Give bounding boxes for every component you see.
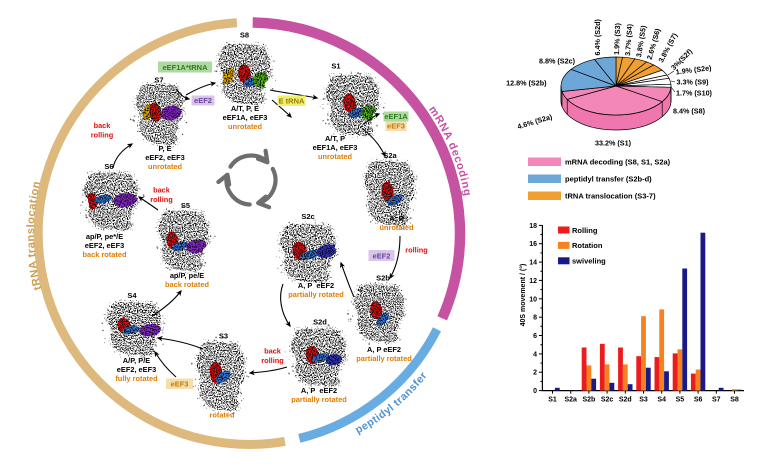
svg-text:eEF2: eEF2 bbox=[373, 252, 391, 261]
svg-text:A, P eEF2: A, P eEF2 bbox=[367, 345, 401, 354]
svg-text:1.9% (S3): 1.9% (S3) bbox=[612, 22, 622, 55]
svg-text:S1: S1 bbox=[548, 397, 557, 404]
svg-text:tRNA translocation (S3-7): tRNA translocation (S3-7) bbox=[565, 192, 656, 201]
svg-text:P, E: P, E bbox=[158, 144, 171, 153]
svg-text:S2d: S2d bbox=[619, 397, 632, 404]
svg-text:partially rotated: partially rotated bbox=[288, 290, 344, 299]
svg-text:eEF1A*tRNA: eEF1A*tRNA bbox=[162, 63, 208, 72]
svg-text:back rotated: back rotated bbox=[83, 250, 127, 259]
svg-text:S2a: S2a bbox=[564, 397, 577, 404]
svg-text:partially rotated: partially rotated bbox=[291, 395, 347, 404]
svg-text:Rotation: Rotation bbox=[572, 241, 603, 250]
svg-text:partially rotated: partially rotated bbox=[356, 354, 412, 363]
svg-text:E tRNA: E tRNA bbox=[279, 97, 305, 106]
svg-text:10: 10 bbox=[529, 296, 537, 303]
svg-text:S2b: S2b bbox=[582, 397, 595, 404]
svg-text:12: 12 bbox=[529, 278, 537, 285]
svg-text:eEF1A, eEF3: eEF1A, eEF3 bbox=[223, 113, 268, 122]
svg-text:S5: S5 bbox=[181, 201, 190, 210]
svg-text:eEF1A: eEF1A bbox=[384, 112, 408, 121]
svg-text:12.8% (S2b): 12.8% (S2b) bbox=[506, 79, 547, 88]
svg-text:eEF3: eEF3 bbox=[171, 380, 189, 389]
svg-text:eEF3: eEF3 bbox=[387, 122, 405, 131]
svg-text:A/T, P: A/T, P bbox=[325, 134, 345, 143]
svg-text:S6: S6 bbox=[694, 397, 703, 404]
svg-text:33.2% (S1): 33.2% (S1) bbox=[595, 138, 632, 147]
svg-text:18: 18 bbox=[529, 223, 537, 230]
svg-text:S7: S7 bbox=[712, 397, 721, 404]
svg-text:unrotated: unrotated bbox=[318, 152, 353, 161]
svg-text:back rotated: back rotated bbox=[165, 280, 209, 289]
svg-text:S3: S3 bbox=[219, 332, 228, 341]
svg-text:back: back bbox=[153, 186, 171, 195]
svg-text:S1: S1 bbox=[331, 62, 340, 71]
svg-text:eEF2: eEF2 bbox=[194, 96, 212, 105]
svg-text:fully rotated: fully rotated bbox=[115, 374, 158, 383]
svg-text:8.4% (S8): 8.4% (S8) bbox=[673, 107, 706, 116]
svg-text:6: 6 bbox=[533, 333, 537, 340]
svg-text:A, P eEF2: A, P eEF2 bbox=[301, 386, 337, 395]
svg-text:eEF2, eEF3: eEF2, eEF3 bbox=[85, 241, 124, 250]
svg-text:mRNA decoding (S8, S1, S2a): mRNA decoding (S8, S1, S2a) bbox=[565, 158, 671, 167]
svg-text:3.7% (S4): 3.7% (S4) bbox=[623, 23, 634, 56]
svg-text:unrotated: unrotated bbox=[228, 122, 263, 131]
svg-text:16: 16 bbox=[529, 241, 537, 248]
svg-text:A, P: A, P bbox=[389, 214, 403, 223]
svg-text:S2a: S2a bbox=[383, 151, 397, 160]
svg-text:swiveling: swiveling bbox=[572, 257, 606, 266]
svg-text:S5: S5 bbox=[676, 397, 685, 404]
svg-text:4: 4 bbox=[533, 351, 537, 358]
svg-text:14: 14 bbox=[529, 260, 537, 267]
svg-text:rolling: rolling bbox=[405, 246, 428, 255]
svg-text:S4: S4 bbox=[127, 291, 137, 300]
svg-text:1.9% (S2e): 1.9% (S2e) bbox=[675, 63, 712, 76]
svg-text:S4: S4 bbox=[657, 397, 666, 404]
svg-text:S6: S6 bbox=[104, 162, 113, 171]
svg-text:8.8% (S2c): 8.8% (S2c) bbox=[539, 57, 576, 66]
svg-text:S8: S8 bbox=[730, 397, 739, 404]
svg-text:8: 8 bbox=[533, 315, 537, 322]
svg-text:eEF1A, eEF3: eEF1A, eEF3 bbox=[313, 143, 358, 152]
svg-text:back: back bbox=[94, 121, 112, 130]
svg-text:Rolling: Rolling bbox=[572, 226, 598, 235]
svg-text:eEF2, eEF3: eEF2, eEF3 bbox=[117, 365, 156, 374]
svg-text:S2d: S2d bbox=[313, 318, 327, 327]
svg-text:rolling: rolling bbox=[150, 195, 173, 204]
svg-text:ap/P, pe/E: ap/P, pe/E bbox=[170, 271, 204, 280]
svg-text:1.7% (S10): 1.7% (S10) bbox=[676, 88, 713, 97]
svg-text:ap/P, pe*/E: ap/P, pe*/E bbox=[86, 232, 123, 241]
svg-text:back: back bbox=[264, 347, 282, 356]
svg-text:A/P, P/E: A/P, P/E bbox=[123, 356, 150, 365]
svg-text:S8: S8 bbox=[240, 31, 249, 40]
svg-text:0: 0 bbox=[533, 388, 537, 395]
svg-text:eEF2, eEF3: eEF2, eEF3 bbox=[145, 153, 184, 162]
svg-text:S2c: S2c bbox=[301, 212, 314, 221]
svg-text:rotated: rotated bbox=[209, 411, 235, 420]
svg-text:S2b: S2b bbox=[376, 274, 390, 283]
svg-text:A/T, P, E: A/T, P, E bbox=[231, 104, 259, 113]
svg-text:3.3% (S9): 3.3% (S9) bbox=[677, 78, 710, 87]
svg-text:40S movement / (°): 40S movement / (°) bbox=[519, 264, 527, 327]
svg-text:2: 2 bbox=[533, 370, 537, 377]
svg-text:unrotated: unrotated bbox=[379, 223, 414, 232]
svg-text:S3: S3 bbox=[639, 397, 648, 404]
svg-text:S7: S7 bbox=[154, 76, 163, 85]
svg-text:rolling: rolling bbox=[261, 356, 284, 365]
svg-text:unrotated: unrotated bbox=[148, 162, 183, 171]
svg-text:peptidyl transfer (S2b-d): peptidyl transfer (S2b-d) bbox=[565, 175, 652, 184]
svg-text:6.4% (S2d): 6.4% (S2d) bbox=[593, 19, 602, 56]
svg-text:S2c: S2c bbox=[601, 397, 614, 404]
svg-text:rolling: rolling bbox=[91, 131, 114, 140]
svg-text:A, P eEF2: A, P eEF2 bbox=[298, 281, 334, 290]
